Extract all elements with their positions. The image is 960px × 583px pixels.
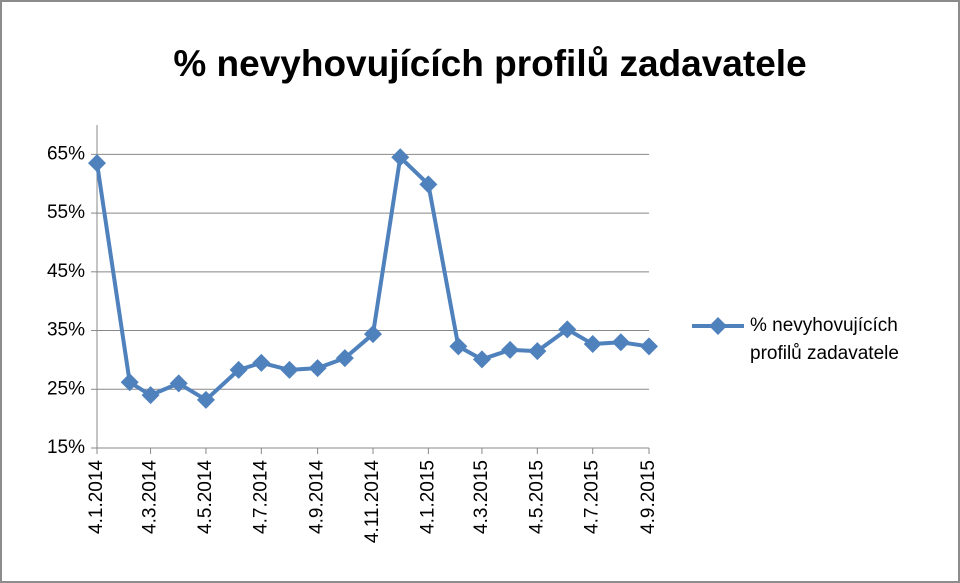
data-point	[558, 320, 577, 339]
data-point	[88, 154, 106, 173]
x-tick-label: 4.5.2014	[195, 460, 216, 534]
x-tick-label: 4.5.2015	[526, 460, 547, 534]
x-tick-label: 4.7.2015	[582, 460, 603, 534]
data-point	[308, 359, 327, 378]
x-tick-label: 4.1.2014	[86, 460, 107, 534]
data-point	[583, 335, 602, 354]
data-point	[640, 337, 658, 356]
data-point	[252, 353, 271, 372]
x-tick-label: 4.9.2014	[307, 460, 328, 534]
data-point	[472, 350, 491, 369]
chart-title: % nevyhovujících profilů zadavatele	[173, 43, 806, 84]
y-tick-label: 55%	[47, 202, 85, 223]
data-point	[335, 349, 354, 368]
x-tick-label: 4.7.2014	[250, 460, 271, 534]
data-point	[391, 148, 410, 167]
data-point	[229, 360, 248, 379]
x-tick-label: 4.1.2015	[417, 460, 438, 534]
legend-label: % nevyhovujících profilů zadavatele	[750, 315, 899, 364]
data-point	[196, 390, 215, 409]
data-point	[141, 386, 160, 405]
x-tick-label: 4.3.2014	[140, 460, 161, 534]
y-tick-label: 15%	[47, 437, 85, 458]
x-tick-label: 4.3.2015	[471, 460, 492, 534]
data-point	[364, 325, 382, 344]
data-point	[449, 337, 468, 356]
y-tick-label: 25%	[47, 378, 85, 399]
y-tick-label: 45%	[47, 261, 85, 282]
data-point	[169, 374, 188, 393]
y-tick-label: 35%	[47, 320, 85, 341]
data-point	[528, 342, 547, 361]
legend-marker	[709, 317, 727, 335]
data-point	[120, 373, 139, 392]
x-tick-label: 4.11.2014	[362, 460, 383, 544]
y-tick-label: 65%	[47, 143, 85, 164]
data-point	[501, 340, 520, 359]
data-point	[611, 333, 630, 352]
data-point	[280, 360, 299, 379]
x-tick-label: 4.9.2015	[638, 460, 659, 534]
data-point	[419, 175, 438, 194]
